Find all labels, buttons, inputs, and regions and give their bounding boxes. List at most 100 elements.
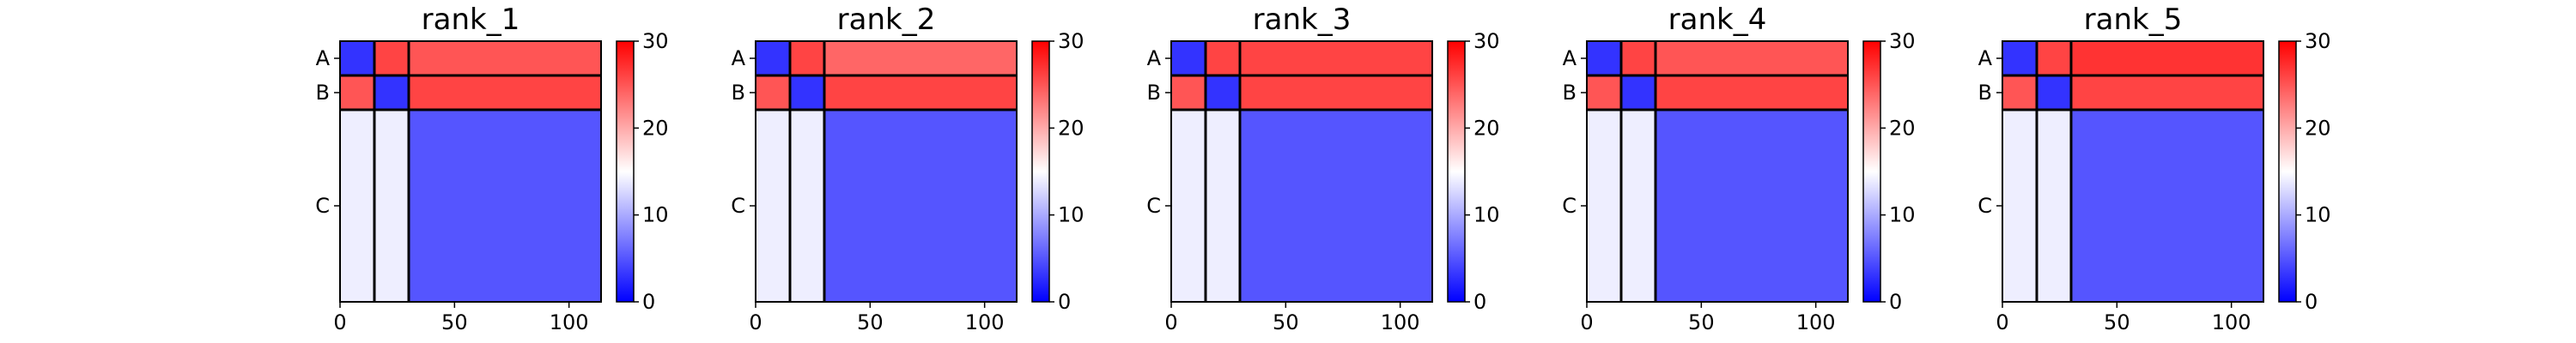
pae-panel-1: rank_1 0 50 100 AB C 0 10 20 30 [315, 3, 668, 334]
panel-title: rank_3 [1253, 3, 1352, 37]
pae-block-B-B [374, 75, 409, 110]
panel-title: rank_1 [422, 3, 520, 37]
panel-title: rank_5 [2084, 3, 2183, 37]
colorbar-tick-label: 10 [1058, 203, 1084, 227]
pae-block-C-C [409, 110, 601, 302]
colorbar-tick-label: 30 [1058, 29, 1084, 53]
plot-frame [339, 40, 602, 303]
colorbar [2278, 40, 2297, 303]
colorbar-tick-label: 0 [642, 290, 655, 314]
chain-label-C: C [1146, 194, 1161, 218]
colorbar [1031, 40, 1050, 303]
x-tick-label: 0 [1580, 310, 1593, 334]
pae-block-C-B [2037, 110, 2071, 302]
pae-block-A-B [790, 41, 824, 75]
x-tick-label: 0 [1996, 310, 2008, 334]
pae-block-B-B [1206, 75, 1240, 110]
pae-block-A-C [1656, 41, 1848, 75]
pae-block-A-A [1171, 41, 1206, 75]
pae-block-C-A [756, 110, 790, 302]
pae-block-A-C [824, 41, 1017, 75]
colorbar-tick-label: 30 [2305, 29, 2331, 53]
pae-block-B-A [1171, 75, 1206, 110]
colorbar-tick-label: 20 [1058, 116, 1084, 140]
x-tick-label: 0 [749, 310, 762, 334]
plot-frame [755, 40, 1018, 303]
pae-panel-5: rank_5 0 50 100 AB C 0 10 20 30 [1978, 3, 2330, 334]
pae-block-B-C [1240, 75, 1432, 110]
chain-label-A: A [732, 46, 746, 70]
panel-title: rank_2 [837, 3, 936, 37]
colorbar-tick-label: 0 [1058, 290, 1071, 314]
colorbar [1447, 40, 1466, 303]
chain-label-C: C [731, 194, 745, 218]
pae-block-B-A [340, 75, 374, 110]
pae-block-A-C [409, 41, 601, 75]
chain-label-B: B [732, 81, 745, 105]
x-tick-label: 0 [1164, 310, 1177, 334]
pae-block-C-B [1206, 110, 1240, 302]
colorbar-tick-label: 10 [642, 203, 669, 227]
plot-frame [1586, 40, 1849, 303]
colorbar-tick-label: 10 [1889, 203, 1916, 227]
pae-block-A-A [340, 41, 374, 75]
pae-block-B-C [1656, 75, 1848, 110]
panel-title: rank_4 [1668, 3, 1767, 37]
x-tick-label: 100 [1796, 310, 1836, 334]
pae-block-A-A [756, 41, 790, 75]
pae-block-C-A [340, 110, 374, 302]
x-tick-label: 50 [857, 310, 884, 334]
pae-block-B-A [2002, 75, 2037, 110]
pae-block-B-C [824, 75, 1017, 110]
pae-block-C-A [2002, 110, 2037, 302]
colorbar [616, 40, 635, 303]
pae-block-C-B [790, 110, 824, 302]
chain-label-A: A [1147, 46, 1162, 70]
chain-label-B: B [316, 81, 330, 105]
pae-block-C-C [824, 110, 1017, 302]
pae-block-A-B [1206, 41, 1240, 75]
chain-label-C: C [1562, 194, 1577, 218]
x-tick-label: 100 [965, 310, 1005, 334]
pae-block-A-C [1240, 41, 1432, 75]
pae-block-C-B [374, 110, 409, 302]
pae-block-C-B [1621, 110, 1656, 302]
plot-frame [1170, 40, 1433, 303]
pae-block-B-B [1621, 75, 1656, 110]
pae-block-C-C [1240, 110, 1432, 302]
pae-block-A-B [2037, 41, 2071, 75]
colorbar-tick-label: 30 [1473, 29, 1500, 53]
x-tick-label: 100 [550, 310, 589, 334]
colorbar-tick-label: 10 [2305, 203, 2331, 227]
pae-panel-3: rank_3 0 50 100 AB C 0 10 20 30 [1146, 3, 1499, 334]
chain-label-B: B [1978, 81, 1992, 105]
chain-label-A: A [1978, 46, 1993, 70]
pae-block-C-A [1171, 110, 1206, 302]
colorbar-tick-label: 0 [1473, 290, 1486, 314]
pae-block-A-A [1587, 41, 1621, 75]
colorbar-tick-label: 0 [2305, 290, 2318, 314]
colorbar-tick-label: 30 [642, 29, 669, 53]
pae-panel-4: rank_4 0 50 100 AB C 0 10 20 30 [1562, 3, 1915, 334]
x-tick-label: 100 [1381, 310, 1420, 334]
pae-block-B-B [2037, 75, 2071, 110]
pae-block-A-B [374, 41, 409, 75]
x-tick-label: 50 [1273, 310, 1299, 334]
colorbar-tick-label: 20 [1473, 116, 1500, 140]
colorbar-tick-label: 20 [642, 116, 669, 140]
plot-frame [2002, 40, 2264, 303]
colorbar-tick-label: 30 [1889, 29, 1916, 53]
colorbar-tick-label: 20 [2305, 116, 2331, 140]
chain-label-B: B [1563, 81, 1577, 105]
pae-block-B-A [756, 75, 790, 110]
colorbar-tick-label: 0 [1889, 290, 1902, 314]
chain-label-C: C [1978, 194, 1992, 218]
pae-block-C-A [1587, 110, 1621, 302]
colorbar [1862, 40, 1881, 303]
x-tick-label: 50 [1688, 310, 1715, 334]
chain-label-B: B [1147, 81, 1161, 105]
pae-block-B-A [1587, 75, 1621, 110]
pae-block-C-C [2071, 110, 2263, 302]
